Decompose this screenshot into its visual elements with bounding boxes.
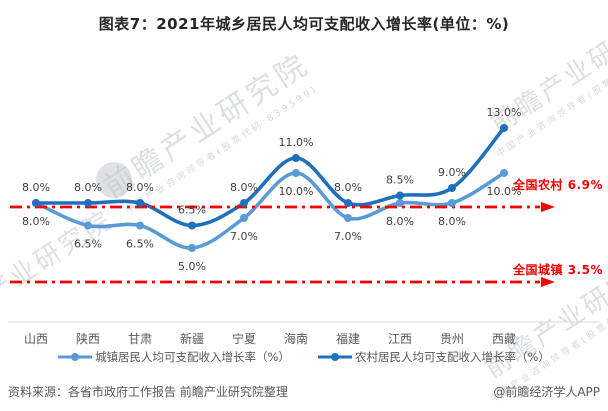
data-point-marker: [84, 221, 92, 230]
data-point-marker: [136, 199, 144, 207]
data-label: 5.0%: [178, 260, 206, 273]
data-point-marker: [136, 221, 144, 230]
data-label: 6.5%: [126, 238, 154, 251]
data-label: 10.0%: [279, 185, 314, 198]
data-point-marker: [292, 169, 300, 177]
source-note: 资料来源：各省市政府工作报告 前瞻产业研究院整理: [8, 385, 288, 399]
data-point-marker: [500, 124, 508, 132]
ref-label-national-urban: 全国城镇 3.5%: [513, 263, 603, 277]
data-label: 8.0%: [438, 215, 466, 228]
legend-marker-icon: [58, 353, 93, 361]
footer: 资料来源：各省市政府工作报告 前瞻产业研究院整理 @前瞻经济学人APP: [0, 383, 608, 400]
data-point-marker: [188, 221, 196, 230]
data-label: 6.5%: [74, 238, 102, 251]
data-point-marker: [32, 199, 40, 207]
data-point-marker: [292, 154, 300, 162]
rural-series-line: [34, 126, 506, 228]
x-axis-label: 新疆: [179, 332, 204, 346]
data-label: 9.0%: [438, 166, 466, 179]
x-axis-label: 山西: [23, 332, 48, 346]
data-label: 8.0%: [230, 181, 258, 194]
data-point-marker: [344, 199, 352, 207]
data-point-marker: [188, 244, 196, 252]
legend-label: 城镇居民人均可支配收入增长率（%）: [95, 350, 290, 364]
data-label: 13.0%: [487, 106, 522, 119]
data-point-marker: [448, 184, 456, 192]
data-label: 7.0%: [230, 230, 258, 243]
data-point-marker: [500, 169, 508, 177]
data-point-marker: [448, 199, 456, 207]
ref-label-national-rural: 全国农村 6.9%: [513, 178, 603, 192]
ref-line-arrow-icon: [541, 277, 555, 287]
x-axis-label: 甘肃: [127, 332, 152, 346]
ref-line-arrow-icon: [541, 202, 555, 212]
data-label: 11.0%: [279, 136, 314, 149]
x-axis-label: 海南: [283, 332, 308, 346]
urban-series-line: [34, 171, 506, 250]
data-label: 8.0%: [126, 181, 154, 194]
data-point-marker: [396, 199, 404, 207]
x-axis-label: 宁夏: [231, 332, 256, 346]
data-point-marker: [240, 214, 248, 222]
x-axis-label: 陕西: [75, 332, 100, 346]
legend-item-rural: 农村居民人均可支配收入增长率（%）: [318, 349, 550, 365]
chart-plot-area: 8.0% 6.5% 6.5% 5.0% 7.0% 10.0% 7.0% 8.0% 8.0% 10.…: [8, 106, 600, 323]
data-label: 8.5%: [386, 174, 414, 187]
data-label: 8.0%: [74, 181, 102, 194]
chart-title: 图表7：2021年城乡居民人均可支配收入增长率(单位：%): [98, 15, 510, 33]
data-point-marker: [344, 214, 352, 222]
chart-legend: 城镇居民人均可支配收入增长率（%） 农村居民人均可支配收入增长率（%）: [0, 349, 608, 365]
data-point-marker: [396, 191, 404, 200]
data-label: 8.0%: [22, 181, 50, 194]
data-label: 8.0%: [334, 181, 362, 194]
legend-item-urban: 城镇居民人均可支配收入增长率（%）: [58, 349, 290, 365]
data-label: 10.0%: [487, 185, 522, 198]
data-label: 8.0%: [386, 215, 414, 228]
credit-note: @前瞻经济学人APP: [493, 385, 600, 399]
data-point-marker: [84, 199, 92, 207]
data-point-marker: [240, 199, 248, 207]
data-label: 8.0%: [22, 215, 50, 228]
data-label: 7.0%: [334, 230, 362, 243]
x-axis: 山西 陕西 甘肃 新疆 宁夏 海南 福建 江西 贵州 西藏: [0, 330, 608, 346]
x-axis-label: 贵州: [439, 332, 464, 346]
x-axis-label: 江西: [387, 332, 412, 346]
legend-label: 农村居民人均可支配收入增长率（%）: [355, 350, 550, 364]
x-axis-label: 西藏: [491, 332, 516, 346]
legend-marker-icon: [318, 353, 352, 361]
data-label: 6.5%: [178, 204, 206, 217]
x-axis-label: 福建: [335, 332, 360, 346]
